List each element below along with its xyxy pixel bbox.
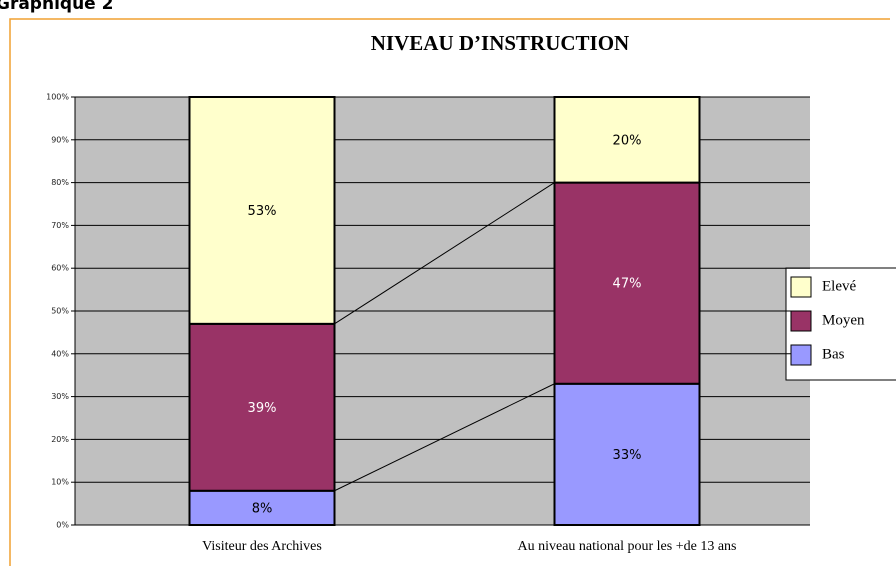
value-label: 53% bbox=[248, 204, 277, 219]
y-tick-label: 70% bbox=[51, 221, 69, 230]
series-line bbox=[334, 182, 555, 325]
y-tick-label: 100% bbox=[46, 93, 69, 102]
bar-segment bbox=[188, 96, 336, 325]
value-label: 47% bbox=[613, 277, 642, 292]
y-tick-label: 40% bbox=[51, 349, 69, 358]
y-tick-label: 0% bbox=[56, 521, 69, 530]
legend-swatch bbox=[790, 344, 812, 366]
y-tick-label: 10% bbox=[51, 478, 69, 487]
y-tick-label: 80% bbox=[51, 178, 69, 187]
y-tick-label: 50% bbox=[51, 307, 69, 316]
bar-segment bbox=[553, 181, 701, 385]
bar-segment bbox=[188, 322, 336, 492]
value-label: 8% bbox=[252, 501, 273, 516]
legend-swatch bbox=[790, 276, 812, 298]
chart-title: NIVEAU D’INSTRUCTION bbox=[371, 31, 629, 55]
series-line bbox=[334, 383, 555, 492]
heading: Graphique 2 bbox=[0, 0, 113, 14]
bar-segment bbox=[553, 382, 701, 527]
legend-label: Bas bbox=[822, 346, 845, 362]
y-tick-label: 20% bbox=[51, 435, 69, 444]
y-tick-label: 60% bbox=[51, 264, 69, 273]
legend-label: Moyen bbox=[822, 312, 865, 328]
bar-segment bbox=[553, 96, 701, 184]
y-tick-label: 90% bbox=[51, 135, 69, 144]
legend-label: Elevé bbox=[822, 278, 856, 294]
frame bbox=[9, 18, 890, 566]
value-label: 33% bbox=[613, 448, 642, 463]
value-label: 20% bbox=[613, 133, 642, 148]
value-label: 39% bbox=[248, 401, 277, 416]
x-tick-label: Au niveau national pour les +de 13 ans bbox=[517, 539, 736, 554]
legend-swatch bbox=[790, 310, 812, 332]
y-tick-label: 30% bbox=[51, 392, 69, 401]
x-tick-label: Visiteur des Archives bbox=[202, 539, 322, 554]
